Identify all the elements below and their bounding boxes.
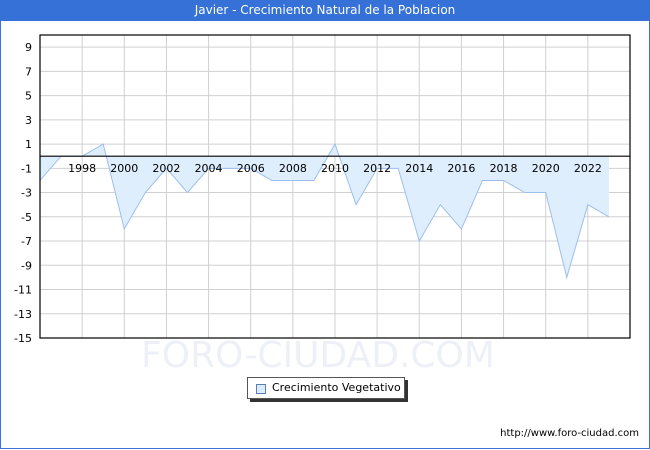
y-tick-label: 3	[25, 114, 32, 127]
x-tick-label: 2018	[490, 162, 518, 175]
area-fill	[40, 144, 609, 278]
y-tick-label: 1	[25, 138, 32, 151]
plot-border	[39, 34, 631, 339]
y-tick-label: 5	[25, 90, 32, 103]
x-tick-label: 2000	[110, 162, 138, 175]
y-tick-label: 9	[25, 41, 32, 54]
x-tick-label: 2016	[447, 162, 475, 175]
y-tick-label: 7	[25, 65, 32, 78]
legend-label: Crecimiento Vegetativo	[272, 381, 401, 394]
y-tick-label: -3	[21, 187, 32, 200]
x-tick-label: 2014	[405, 162, 433, 175]
y-tick-label: -7	[21, 235, 32, 248]
y-tick-label: -11	[14, 284, 32, 297]
x-tick-label: 2006	[237, 162, 265, 175]
legend-swatch-icon	[256, 384, 266, 394]
x-tick-label: 2008	[279, 162, 307, 175]
watermark: FORO-CIUDAD.COM	[141, 335, 495, 376]
source-credit: http://www.foro-ciudad.com	[500, 428, 639, 439]
x-tick-label: 2012	[363, 162, 391, 175]
legend: Crecimiento Vegetativo	[247, 377, 405, 399]
y-tick-label: -9	[21, 259, 32, 272]
x-tick-label: 2002	[152, 162, 180, 175]
x-tick-label: 2022	[574, 162, 602, 175]
y-tick-label: -5	[21, 211, 32, 224]
x-tick-label: 2004	[195, 162, 223, 175]
chart-title: Javier - Crecimiento Natural de la Pobla…	[0, 0, 650, 21]
series-line	[39, 142, 610, 280]
y-tick-label: -13	[14, 308, 32, 321]
y-tick-label: -15	[14, 332, 32, 345]
x-tick-label: 2010	[321, 162, 349, 175]
x-tick-label: 1998	[68, 162, 96, 175]
x-tick-label: 2020	[532, 162, 560, 175]
y-tick-label: -1	[21, 162, 32, 175]
